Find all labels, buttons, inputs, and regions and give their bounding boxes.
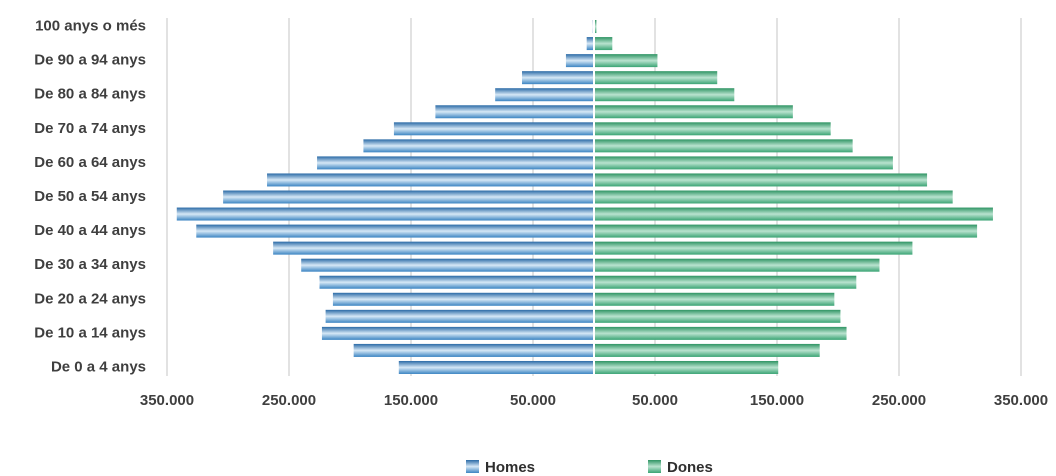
bar-homes [586, 37, 594, 51]
y-axis-label: De 20 a 24 anys [34, 290, 146, 307]
bar-dones [594, 309, 841, 323]
x-axis-tick-label: 250.000 [872, 392, 926, 409]
y-axis-label: De 10 a 14 anys [34, 324, 146, 341]
x-axis-tick-label: 150.000 [384, 392, 438, 409]
bar-homes [363, 139, 594, 153]
bar-dones [594, 292, 835, 306]
bar-homes [196, 224, 594, 238]
legend-swatch-homes [466, 460, 479, 473]
x-axis-tick-label: 250.000 [262, 392, 316, 409]
bar-homes [223, 190, 594, 204]
bar-homes [565, 54, 594, 68]
bar-dones [594, 173, 928, 187]
bar-dones [594, 326, 847, 340]
bar-homes [332, 292, 594, 306]
bar-dones [594, 139, 853, 153]
x-axis-tick-label: 350.000 [140, 392, 194, 409]
y-axis-label: De 90 a 94 anys [34, 52, 146, 69]
bar-homes [301, 258, 594, 272]
bar-homes [273, 241, 594, 255]
bar-dones [594, 71, 718, 85]
y-axis-label: De 30 a 34 anys [34, 256, 146, 273]
bars [176, 20, 993, 374]
y-axis-label: De 60 a 64 anys [34, 154, 146, 171]
x-axis-tick-label: 50.000 [510, 392, 556, 409]
bar-dones [594, 122, 831, 136]
bar-dones [594, 54, 658, 68]
legend-swatch-dones [648, 460, 661, 473]
bar-dones [594, 20, 597, 34]
bar-homes [522, 71, 594, 85]
bar-dones [594, 105, 793, 119]
bar-dones [594, 360, 779, 374]
bar-dones [594, 343, 820, 357]
x-axis-tick-label: 350.000 [994, 392, 1048, 409]
bar-dones [594, 224, 978, 238]
bar-homes [319, 275, 594, 289]
y-axis-label: De 50 a 54 anys [34, 188, 146, 205]
bar-homes [321, 326, 594, 340]
bar-homes [393, 122, 594, 136]
legend: Homes Dones [466, 459, 713, 476]
legend-label-homes: Homes [485, 459, 535, 476]
y-axis-label: De 70 a 74 anys [34, 120, 146, 137]
bar-homes [398, 360, 594, 374]
bar-dones [594, 156, 893, 170]
legend-label-dones: Dones [667, 459, 713, 476]
bar-dones [594, 190, 953, 204]
bar-dones [594, 207, 993, 221]
y-axis-label: De 80 a 84 anys [34, 86, 146, 103]
bar-dones [594, 241, 913, 255]
bar-homes [353, 343, 594, 357]
bar-homes [317, 156, 594, 170]
bar-homes [176, 207, 594, 221]
bar-dones [594, 88, 735, 102]
bar-dones [594, 275, 857, 289]
y-axis-labels: De 0 a 4 anys De 10 a 14 anys De 20 a 24 a… [34, 17, 146, 375]
x-axis-tick-label: 150.000 [750, 392, 804, 409]
bar-homes [267, 173, 594, 187]
bar-homes [495, 88, 594, 102]
y-axis-label: 100 anys o més [35, 17, 146, 34]
y-axis-label: De 0 a 4 anys [51, 358, 146, 375]
x-axis-labels: 350.000 250.000 150.000 50.000 50.000 150.000… [140, 392, 1048, 409]
bar-dones [594, 37, 613, 51]
bar-homes [435, 105, 594, 119]
x-axis-tick-label: 50.000 [632, 392, 678, 409]
y-axis-label: De 40 a 44 anys [34, 222, 146, 239]
bar-dones [594, 258, 880, 272]
bar-homes [325, 309, 594, 323]
